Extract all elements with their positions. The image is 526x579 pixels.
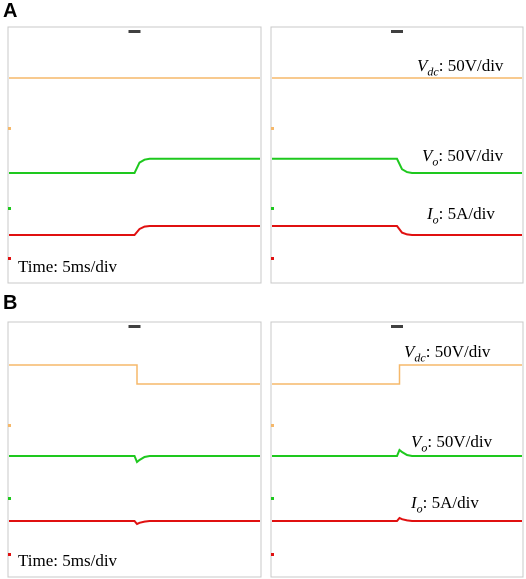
trace-vdc: [272, 364, 522, 385]
io-label-b: Io: 5A/div: [411, 493, 479, 516]
io-label-a: Io: 5A/div: [427, 204, 495, 227]
channel-marker: [8, 127, 11, 130]
scope-panel-a-right: [270, 26, 524, 284]
trace-vo: [272, 448, 522, 457]
trace-vo: [9, 455, 260, 464]
trace-io: [272, 516, 522, 522]
trace-vo: [272, 157, 522, 174]
scope-frame: [270, 26, 524, 284]
panel-label-a: A: [3, 0, 18, 22]
channel-marker: [8, 497, 11, 500]
scope-panel-b-left: [7, 321, 262, 578]
timebase-label-b: Time: 5ms/div: [18, 551, 118, 570]
trigger-marker: [128, 325, 141, 328]
vdc-label-a: Vdc: 50V/div: [417, 56, 504, 79]
trigger-marker: [391, 30, 403, 33]
trace-vdc: [9, 364, 260, 385]
panel-label-b: B: [3, 292, 18, 314]
channel-marker: [271, 497, 274, 500]
channel-marker: [271, 257, 274, 260]
trace-io: [9, 520, 260, 526]
scope-frame: [7, 26, 262, 284]
vdc-label-b: Vdc: 50V/div: [404, 342, 491, 365]
vo-label-a: Vo: 50V/div: [422, 146, 504, 169]
channel-marker: [271, 553, 274, 556]
channel-marker: [8, 424, 11, 427]
channel-marker: [8, 207, 11, 210]
channel-marker: [8, 553, 11, 556]
trigger-marker: [391, 325, 403, 328]
vo-label-b: Vo: 50V/div: [411, 432, 493, 455]
channel-marker: [271, 127, 274, 130]
trace-io: [9, 225, 260, 236]
scope-panel-a-left: [7, 26, 262, 284]
scope-frame: [270, 321, 524, 578]
channel-marker: [8, 257, 11, 260]
trace-io: [272, 225, 522, 236]
timebase-label-a: Time: 5ms/div: [18, 257, 118, 276]
channel-marker: [271, 207, 274, 210]
trace-vo: [9, 157, 260, 174]
scope-panel-b-right: [270, 321, 524, 578]
trigger-marker: [128, 30, 141, 33]
scope-frame: [7, 321, 262, 578]
channel-marker: [271, 424, 274, 427]
